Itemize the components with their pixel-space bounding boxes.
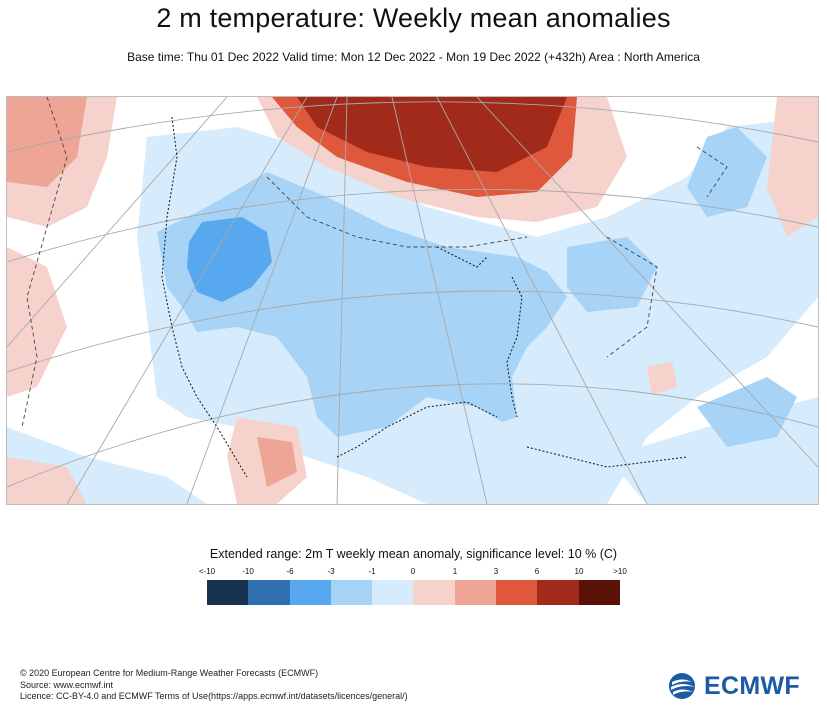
legend-swatch: [289, 580, 331, 605]
legend-swatch: [413, 580, 455, 605]
legend-swatch: [454, 580, 497, 605]
chart-title: 2 m temperature: Weekly mean anomalies: [156, 3, 671, 33]
map-svg: [7, 97, 818, 504]
legend-labels: <-10 -10 -6 -3 -1 0 1 3 6 10 >10: [0, 567, 827, 579]
graticule-lines: [7, 97, 818, 504]
ecmwf-logo: ECMWF: [668, 672, 813, 702]
legend-label: 1: [452, 567, 458, 576]
ecmwf-logo-icon: [669, 673, 695, 699]
copyright-text: © 2020 European Centre for Medium-Range …: [20, 668, 319, 678]
legend-swatch: [578, 580, 620, 605]
anomaly-map: [6, 96, 819, 505]
legend-label: 0: [410, 567, 416, 576]
dark-red-anomaly-area: [297, 97, 567, 172]
legend-label: <-10: [198, 567, 216, 576]
legend-label: 10: [574, 567, 584, 576]
legend-label: -3: [327, 567, 335, 576]
legend-label: -1: [368, 567, 376, 576]
legend-label: 3: [493, 567, 499, 576]
legend-label: 6: [534, 567, 540, 576]
ecmwf-logo-text: ECMWF: [704, 672, 800, 700]
legend-swatch: [207, 580, 249, 605]
salmon-anomaly-areas: [7, 97, 297, 487]
legend-swatch: [496, 580, 538, 605]
legend-swatch: [248, 580, 290, 605]
legend-label: -10: [242, 567, 254, 576]
legend-swatch: [372, 580, 414, 605]
significance-contours: [21, 97, 728, 428]
legend-title: Extended range: 2m T weekly mean anomaly…: [209, 547, 618, 561]
legend-colorbar: [207, 580, 620, 605]
strong-blue-anomaly-areas: [187, 217, 272, 302]
legend-label: >10: [613, 567, 627, 576]
source-text: Source: www.ecmwf.int: [20, 679, 114, 690]
chart-subtitle: Base time: Thu 01 Dec 2022 Valid time: M…: [127, 50, 700, 64]
licence-text: Licence: CC-BY-4.0 and ECMWF Terms of Us…: [20, 691, 408, 701]
legend-swatch: [330, 580, 373, 605]
footer: © 2020 European Centre for Medium-Range …: [20, 668, 408, 703]
legend-swatch: [537, 580, 579, 605]
legend-label: -6: [286, 567, 294, 576]
coastlines: [161, 116, 688, 478]
